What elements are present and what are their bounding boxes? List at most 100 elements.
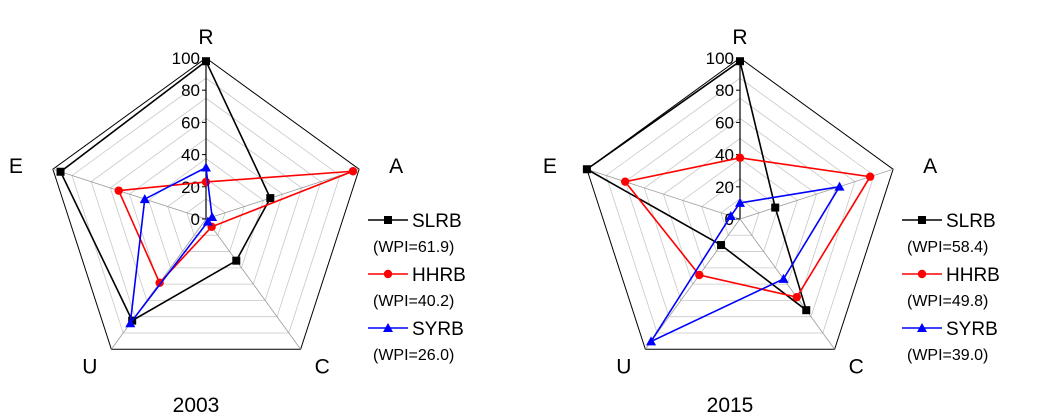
series-SLRB: [582, 57, 811, 315]
legend: SLRB (WPI=58.4) HHRB (WPI=49.8) SYRB (WPI=39.…: [902, 211, 1000, 364]
chart-title: 2015: [707, 394, 754, 416]
legend-wpi-SLRB: (WPI=58.4): [907, 239, 988, 256]
legend-label-HHRB: HHRB: [946, 265, 1000, 286]
axis-label-C: C: [315, 355, 330, 378]
series-HHRB: [114, 167, 358, 288]
data-point-HHRB-U: [155, 278, 164, 288]
axis-label-C: C: [849, 355, 864, 378]
legend-marker-HHRB: [917, 269, 927, 279]
chart-title: 2003: [173, 394, 220, 416]
axis-label-U: U: [616, 355, 631, 378]
data-point-HHRB-R: [735, 153, 745, 163]
data-point-SYRB-R: [201, 162, 211, 172]
tick-label: 20: [715, 178, 734, 197]
legend-label-SLRB: SLRB: [946, 211, 996, 232]
radar-chart-2015: 020406080100RACUESLRB(WPI=58.4)HHRB(WPI=…: [543, 26, 1000, 416]
series-SYRB: [125, 162, 218, 328]
legend-marker-SLRB: [918, 216, 926, 224]
series-line-SLRB: [585, 59, 808, 313]
legend-label-HHRB: HHRB: [412, 265, 466, 286]
tick-label: 100: [706, 49, 734, 68]
grid-ring: [682, 158, 798, 269]
axis-label-A: A: [389, 155, 403, 178]
radial-ticks: 0 20 40 60 80 100: [172, 49, 206, 229]
data-point-SLRB-C: [232, 256, 241, 265]
tick-label: 80: [181, 81, 200, 100]
legend-wpi-HHRB: (WPI=40.2): [373, 293, 454, 310]
data-point-SYRB-R: [735, 197, 745, 207]
grid-ring: [148, 158, 264, 269]
data-point-SLRB-E: [56, 167, 65, 176]
axis-spoke-A: [205, 168, 360, 220]
axis-label-E: E: [543, 155, 557, 178]
grid-ring: [71, 77, 341, 334]
legend-label-SYRB: SYRB: [946, 319, 998, 340]
data-point-SYRB-U: [125, 318, 136, 328]
series-line-HHRB: [623, 157, 872, 299]
series-line-HHRB: [117, 170, 354, 285]
grid-ring: [701, 178, 779, 252]
axis-label-R: R: [198, 26, 213, 49]
tick-label: 0: [191, 210, 200, 229]
grid-ring: [720, 198, 760, 236]
grid-ring: [167, 178, 245, 252]
tick-label: 60: [715, 113, 734, 132]
tick-label: 80: [715, 81, 734, 100]
series-line-SLRB: [59, 59, 272, 322]
data-point-HHRB-C: [792, 292, 801, 302]
data-point-SLRB-C: [802, 306, 811, 315]
legend-wpi-SYRB: (WPI=26.0): [373, 347, 454, 364]
legend-marker-SYRB: [383, 323, 393, 332]
grid-ring: [605, 77, 875, 334]
data-point-SLRB-A: [266, 194, 275, 203]
data-point-HHRB-A: [865, 172, 875, 181]
grid-ring: [52, 57, 360, 350]
grid-ring: [128, 138, 284, 285]
data-point-SLRB-R: [202, 57, 210, 66]
radar-grid: [52, 57, 360, 350]
axis-label-E: E: [9, 155, 23, 178]
data-point-SYRB-E: [725, 211, 736, 221]
legend-wpi-SLRB: (WPI=61.9): [373, 239, 454, 256]
axis-spoke-U: [645, 218, 741, 350]
legend: SLRB (WPI=61.9) HHRB (WPI=40.2) SYRB (WPI=26.…: [368, 211, 466, 364]
data-point-SLRB-R: [736, 57, 744, 66]
data-point-SLRB-E: [582, 165, 591, 174]
grid-ring: [90, 97, 322, 318]
series-line-SYRB: [129, 166, 213, 327]
data-point-HHRB-U: [695, 270, 704, 280]
data-point-SYRB-C: [778, 273, 789, 283]
data-point-HHRB-A: [348, 167, 358, 176]
series-SYRB: [646, 181, 845, 346]
axis-label-A: A: [923, 155, 937, 178]
tick-label: 100: [172, 49, 200, 68]
tick-label: 20: [181, 178, 200, 197]
data-point-HHRB-E: [620, 177, 630, 186]
axis-label-U: U: [82, 355, 97, 378]
data-point-SYRB-C: [202, 216, 213, 226]
grid-ring: [624, 97, 856, 318]
axis-spoke-E: [52, 168, 207, 220]
data-point-SYRB-A: [834, 181, 845, 191]
legend-marker-SLRB: [384, 216, 392, 224]
axis-spoke-E: [586, 168, 741, 220]
grid-ring: [186, 198, 226, 236]
tick-label: 40: [181, 146, 200, 165]
data-point-SLRB-A: [771, 203, 780, 212]
axis-label-R: R: [732, 26, 747, 49]
tick-label: 60: [181, 113, 200, 132]
data-point-HHRB-E: [114, 186, 123, 195]
grid-ring: [643, 117, 837, 301]
legend-marker-HHRB: [383, 269, 393, 279]
legend-wpi-HHRB: (WPI=49.8): [907, 293, 988, 310]
data-point-SLRB-U: [717, 241, 726, 250]
legend-marker-SYRB: [917, 323, 927, 332]
series-HHRB: [620, 153, 875, 302]
legend-label-SYRB: SYRB: [412, 319, 464, 340]
data-point-SYRB-U: [646, 336, 657, 346]
axis-spoke-C: [739, 218, 835, 350]
axis-spoke-C: [205, 218, 301, 350]
